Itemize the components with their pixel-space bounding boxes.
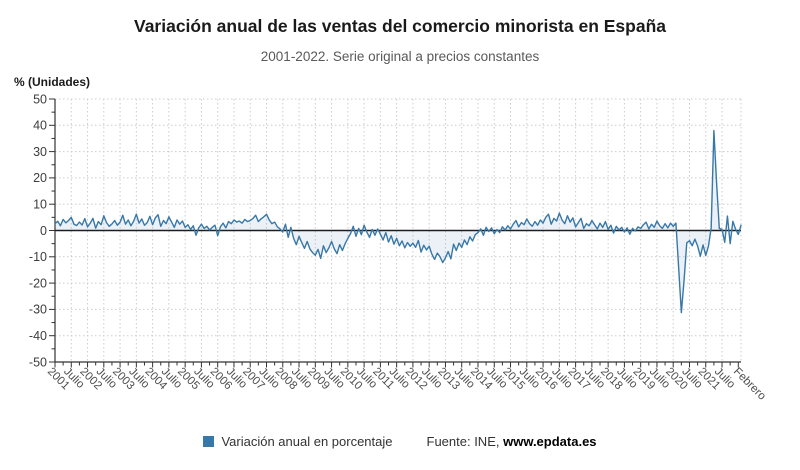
svg-text:-40: -40 <box>29 329 47 343</box>
svg-text:50: 50 <box>33 92 47 106</box>
svg-text:40: 40 <box>33 119 47 133</box>
source-text: Fuente: INE, www.epdata.es <box>427 434 597 449</box>
x-axis <box>54 361 741 368</box>
svg-text:-50: -50 <box>29 355 47 369</box>
svg-text:0: 0 <box>40 224 47 238</box>
svg-text:Febrero: Febrero <box>731 366 768 403</box>
y-tick-labels: -50 -40 -30 -20 -10 0 10 20 30 40 50 <box>29 92 47 369</box>
svg-text:30: 30 <box>33 145 47 159</box>
line-chart: -50 -40 -30 -20 -10 0 10 20 30 40 50 2001Julio2002J… <box>29 92 768 403</box>
svg-text:-30: -30 <box>29 303 47 317</box>
source-prefix: Fuente: INE, <box>426 434 504 449</box>
y-axis-unit-label: % (Unidades) <box>14 75 91 89</box>
legend-swatch <box>203 436 215 447</box>
svg-text:20: 20 <box>33 171 47 185</box>
svg-text:-10: -10 <box>29 250 47 264</box>
source-link[interactable]: www.epdata.es <box>503 434 597 449</box>
chart-legend: Variación anual en porcentaje Fuente: IN… <box>0 434 800 449</box>
y-axis <box>49 98 56 363</box>
svg-text:10: 10 <box>33 198 47 212</box>
series-area <box>55 130 741 313</box>
chart-title: Variación anual de las ventas del comerc… <box>133 16 666 36</box>
x-tick-labels: 2001Julio2002Julio2003Julio2004Julio2005… <box>45 366 768 403</box>
legend-series-label: Variación anual en porcentaje <box>221 434 393 449</box>
series-line <box>54 129 742 314</box>
chart-subtitle: 2001-2022. Serie original a precios cons… <box>260 49 540 64</box>
svg-text:-20: -20 <box>29 276 47 290</box>
legend-item[interactable]: Variación anual en porcentaje <box>203 434 393 449</box>
